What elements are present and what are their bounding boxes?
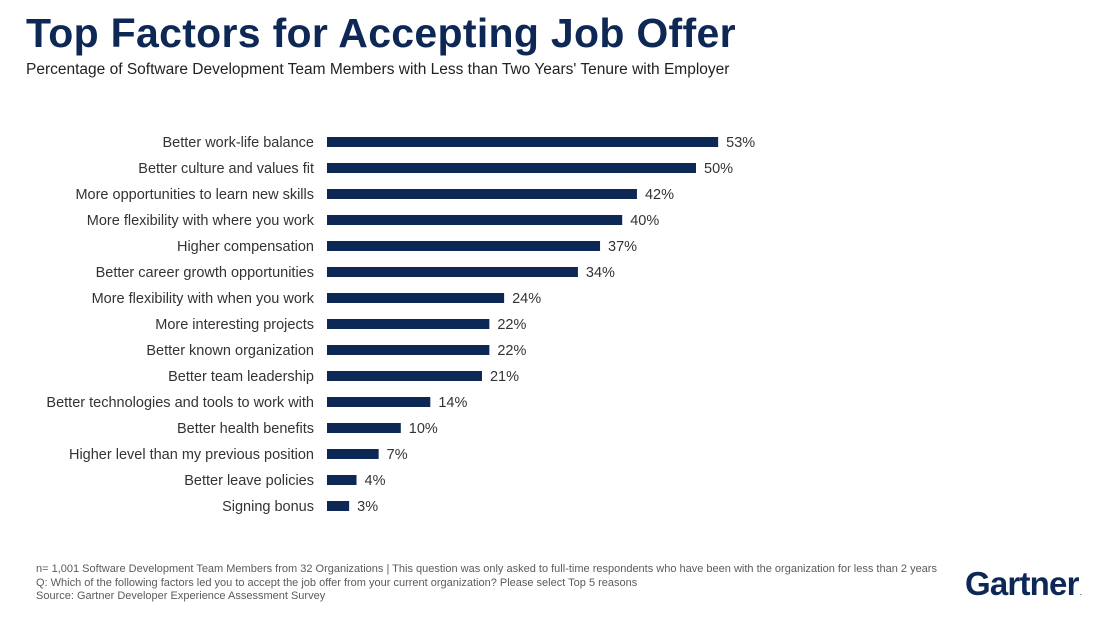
data-label: 40% (630, 213, 659, 229)
category-label: More flexibility with when you work (92, 291, 315, 307)
data-label: 7% (387, 447, 408, 463)
bar (327, 137, 719, 147)
data-label: 3% (357, 499, 378, 515)
category-label: More opportunities to learn new skills (75, 187, 314, 203)
bar (327, 267, 578, 277)
bar (327, 501, 350, 511)
data-label: 24% (512, 291, 541, 307)
data-label: 50% (704, 161, 733, 177)
category-label: More flexibility with where you work (87, 213, 315, 229)
chart-title: Top Factors for Accepting Job Offer (26, 10, 736, 56)
data-label: 22% (497, 317, 526, 333)
bar (327, 345, 490, 355)
category-label: Better health benefits (177, 421, 314, 437)
bar (327, 449, 379, 459)
category-label: Higher compensation (177, 239, 314, 255)
category-label: Signing bonus (222, 499, 314, 515)
footnote-question: Q: Which of the following factors led yo… (36, 576, 638, 589)
chart-subtitle: Percentage of Software Development Team … (26, 61, 730, 78)
category-label: More interesting projects (155, 317, 314, 333)
data-label: 10% (409, 421, 438, 437)
bar (327, 163, 696, 173)
gartner-logo: Gartner. (965, 565, 1082, 603)
bar-chart: Better work-life balance 53% Better cultur… (46, 135, 755, 515)
data-label: 42% (645, 187, 674, 203)
category-label: Better work-life balance (162, 135, 314, 151)
bar (327, 475, 357, 485)
logo-text: Gartner (965, 565, 1079, 602)
data-label: 53% (726, 135, 755, 151)
bar (327, 371, 482, 381)
data-label: 4% (365, 473, 386, 489)
category-label: Better leave policies (184, 473, 314, 489)
category-label: Better career growth opportunities (96, 265, 314, 281)
bar (327, 241, 601, 251)
footnote-source: Source: Gartner Developer Experience Ass… (36, 590, 326, 602)
data-label: 34% (586, 265, 615, 281)
category-label: Better team leadership (168, 369, 314, 385)
data-label: 22% (497, 343, 526, 359)
bar (327, 215, 623, 225)
data-label: 14% (438, 395, 467, 411)
category-label: Better known organization (146, 343, 314, 359)
logo-mark: . (1079, 587, 1082, 597)
bar (327, 423, 401, 433)
footnotes: n= 1,001 Software Development Team Membe… (36, 563, 937, 604)
bar (327, 189, 637, 199)
data-label: 37% (608, 239, 637, 255)
footnote-sample: n= 1,001 Software Development Team Membe… (36, 563, 937, 575)
bar (327, 397, 431, 407)
category-label: Better technologies and tools to work wi… (46, 395, 314, 411)
bar (327, 319, 490, 329)
category-label: Better culture and values fit (138, 161, 314, 177)
data-label: 21% (490, 369, 519, 385)
category-label: Higher level than my previous position (69, 447, 314, 463)
bar (327, 293, 505, 303)
